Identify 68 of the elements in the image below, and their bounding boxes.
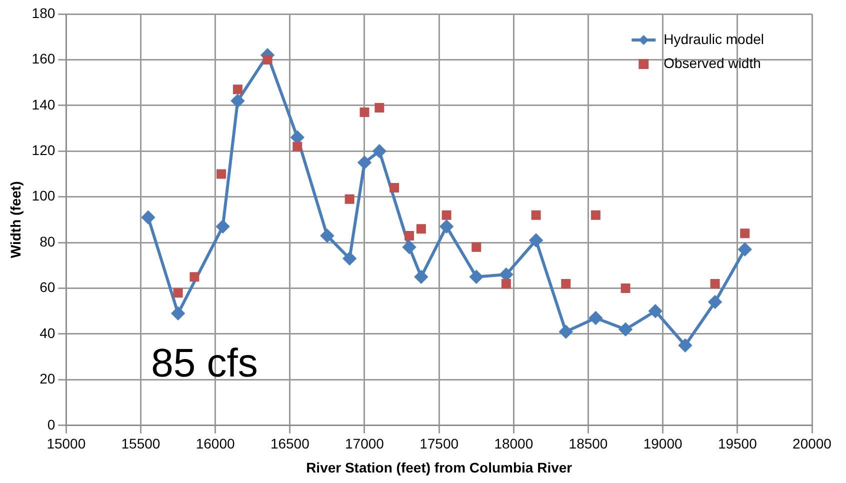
y-tick-label: 100 bbox=[32, 188, 56, 204]
point bbox=[374, 102, 384, 112]
point bbox=[648, 304, 662, 318]
x-tick-label: 16500 bbox=[270, 436, 310, 452]
point bbox=[173, 288, 183, 298]
point bbox=[678, 338, 692, 352]
point bbox=[360, 108, 370, 118]
point bbox=[216, 220, 230, 234]
point bbox=[172, 306, 185, 320]
x-tick-label: 15000 bbox=[46, 436, 86, 452]
point bbox=[262, 54, 272, 64]
point bbox=[290, 130, 304, 144]
x-tick-label: 18000 bbox=[494, 436, 534, 452]
point bbox=[190, 272, 200, 282]
y-tick-label: 40 bbox=[40, 324, 56, 341]
point bbox=[708, 295, 722, 308]
point bbox=[404, 230, 414, 240]
legend-label: Hydraulic model bbox=[664, 30, 764, 47]
point bbox=[440, 220, 454, 234]
y-axis-title: Width (feet) bbox=[7, 181, 24, 258]
x-tick-label: 15500 bbox=[121, 436, 160, 452]
y-tick-label: 20 bbox=[40, 370, 56, 387]
point bbox=[414, 270, 428, 284]
point bbox=[710, 278, 720, 288]
point bbox=[620, 284, 630, 294]
point bbox=[472, 242, 482, 252]
x-tick-label: 19500 bbox=[718, 436, 758, 452]
x-tick-label: 17500 bbox=[420, 436, 459, 452]
y-tick-label: 180 bbox=[32, 4, 56, 21]
point bbox=[559, 325, 572, 338]
y-tick-label: 80 bbox=[40, 233, 56, 250]
point bbox=[358, 156, 371, 170]
x-tick-label: 16000 bbox=[196, 436, 236, 452]
point bbox=[590, 210, 600, 220]
y-tick-label: 0 bbox=[47, 416, 56, 432]
point bbox=[589, 311, 602, 324]
point bbox=[416, 224, 426, 234]
point bbox=[390, 182, 400, 192]
point bbox=[232, 84, 242, 94]
x-tick-label: 20000 bbox=[792, 436, 832, 452]
point bbox=[740, 228, 750, 238]
y-tick-label: 140 bbox=[32, 96, 56, 112]
y-tick-label: 120 bbox=[32, 142, 56, 158]
legend-label: Observed width bbox=[664, 54, 761, 71]
x-tick-label: 19000 bbox=[643, 436, 683, 452]
point bbox=[372, 144, 386, 158]
y-tick-label: 160 bbox=[32, 50, 56, 67]
point bbox=[344, 194, 354, 204]
point bbox=[530, 234, 543, 247]
x-tick-label: 17000 bbox=[345, 436, 384, 452]
point bbox=[231, 94, 244, 108]
point bbox=[561, 278, 571, 288]
point bbox=[320, 229, 334, 242]
x-tick-label: 18500 bbox=[568, 436, 608, 452]
point bbox=[343, 252, 356, 266]
point bbox=[402, 240, 416, 254]
point bbox=[738, 242, 752, 256]
point bbox=[619, 322, 632, 336]
point bbox=[216, 169, 226, 179]
x-axis-title: River Station (feet) from Columbia River bbox=[306, 459, 573, 476]
point bbox=[531, 210, 541, 220]
point bbox=[292, 142, 302, 152]
y-tick-label: 60 bbox=[40, 279, 56, 296]
point bbox=[501, 278, 511, 288]
annotation: 85 cfs bbox=[151, 341, 258, 386]
point bbox=[470, 270, 483, 284]
point bbox=[442, 210, 452, 220]
point bbox=[142, 210, 155, 224]
